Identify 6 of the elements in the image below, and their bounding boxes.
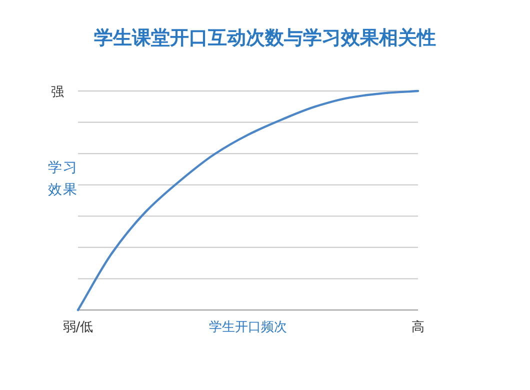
y-axis-title: 学习效果: [48, 160, 77, 198]
text: 强: [51, 85, 64, 100]
x-tick-label: 弱/低: [62, 320, 94, 335]
x-tick-label: 高: [412, 319, 424, 335]
chart-title: 学生课堂开口互动次数与学习效果相关性: [94, 27, 436, 49]
x-axis-title: 学生开口频次: [209, 320, 287, 335]
